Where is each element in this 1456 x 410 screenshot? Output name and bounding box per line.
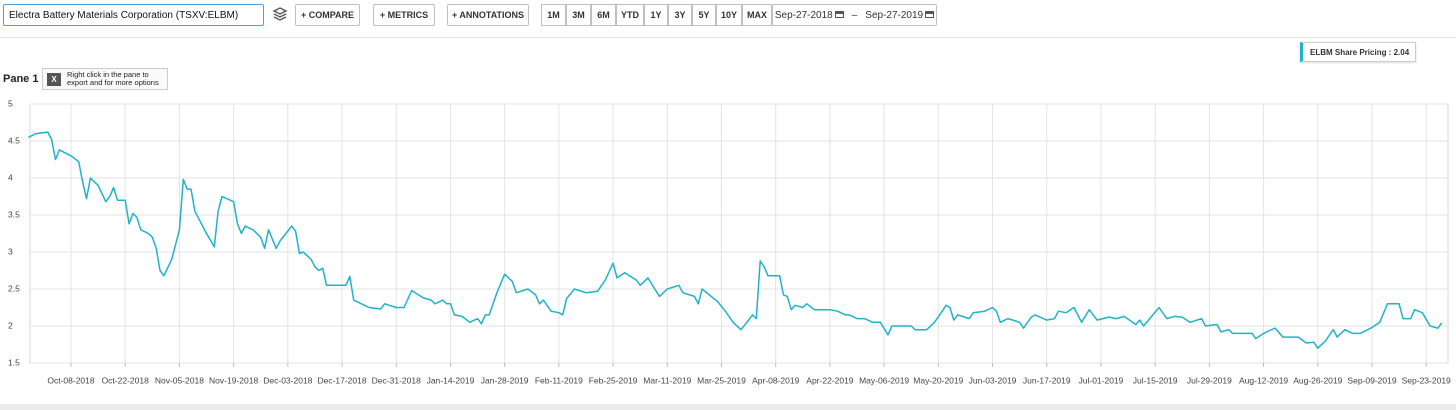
annotations-button[interactable]: + ANNOTATIONS [447, 4, 529, 26]
legend[interactable]: ELBM Share Pricing : 2.04 [1300, 42, 1416, 62]
date-range[interactable]: Sep-27-2018 – Sep-27-2019 [772, 4, 937, 26]
x-tick-label: Dec-17-2018 [317, 375, 366, 385]
range-button[interactable]: YTD [616, 4, 644, 26]
y-tick-label: 4 [8, 172, 13, 182]
x-tick-label: Sep-09-2019 [1347, 375, 1396, 385]
export-hint[interactable]: X Right click in the pane to export and … [42, 68, 168, 90]
x-tick-label: Nov-19-2018 [209, 375, 258, 385]
calendar-icon [834, 11, 844, 19]
x-tick-label: May-06-2019 [859, 375, 909, 385]
plot-area [29, 103, 1449, 364]
x-tick-label: Mar-25-2019 [697, 375, 746, 385]
x-tick-label: Jun-03-2019 [969, 375, 1017, 385]
x-tick-label: Oct-22-2018 [102, 375, 150, 385]
y-tick-label: 3 [8, 246, 13, 256]
scrollbar [0, 404, 1456, 410]
x-tick-label: Apr-08-2019 [752, 375, 800, 385]
x-tick-label: Nov-05-2018 [155, 375, 204, 385]
x-tick-label: Jul-15-2019 [1133, 375, 1178, 385]
separator [0, 37, 1456, 38]
date-to[interactable]: Sep-27-2019 [865, 9, 935, 21]
x-tick-label: Aug-12-2019 [1239, 375, 1288, 385]
range-button[interactable]: 3Y [668, 4, 692, 26]
x-tick-label: Aug-26-2019 [1293, 375, 1342, 385]
date-from-text: Sep-27-2018 [774, 9, 833, 21]
price-line [28, 131, 1443, 349]
metrics-button[interactable]: + METRICS [373, 4, 435, 26]
x-tick-label: Mar-11-2019 [643, 375, 691, 385]
x-tick-label: Apr-22-2019 [806, 375, 854, 385]
range-button[interactable]: 1Y [644, 4, 668, 26]
x-tick-label: Jul-29-2019 [1187, 375, 1232, 385]
date-separator: – [851, 9, 858, 21]
x-tick-label: Oct-08-2018 [47, 375, 95, 385]
y-tick-label: 4.5 [8, 135, 20, 145]
search-box[interactable]: Electra Battery Materials Corporation (T… [3, 4, 264, 26]
y-tick-label: 5 [8, 98, 13, 108]
range-button[interactable]: 10Y [716, 4, 742, 26]
layers-icon[interactable] [272, 6, 288, 24]
x-tick-label: Feb-11-2019 [535, 375, 583, 385]
range-button[interactable]: 1M [541, 4, 566, 26]
x-tick-label: Dec-03-2018 [263, 375, 312, 385]
x-tick-label: Jul-01-2019 [1079, 375, 1124, 385]
compare-button[interactable]: + COMPARE [295, 4, 360, 26]
date-to-text: Sep-27-2019 [865, 9, 924, 21]
x-tick-label: Jan-28-2019 [481, 375, 529, 385]
calendar-icon [925, 11, 935, 19]
pane-title: Pane 1 [3, 73, 39, 85]
range-button[interactable]: MAX [742, 4, 772, 26]
hint-text: Right click in the pane to export and fo… [67, 70, 159, 87]
x-tick-label: Dec-31-2018 [372, 375, 421, 385]
x-tick-label: Jan-14-2019 [427, 375, 475, 385]
range-button[interactable]: 5Y [692, 4, 716, 26]
y-tick-label: 3.5 [8, 209, 20, 219]
y-tick-label: 1.5 [8, 357, 20, 367]
excel-icon: X [47, 73, 61, 86]
x-tick-label: Jun-17-2019 [1023, 375, 1071, 385]
x-tick-label: May-20-2019 [913, 375, 963, 385]
range-button[interactable]: 6M [591, 4, 616, 26]
range-button[interactable]: 3M [566, 4, 591, 26]
date-from[interactable]: Sep-27-2018 [775, 10, 844, 21]
x-tick-label: Sep-23-2019 [1402, 375, 1451, 385]
x-tick-label: Feb-25-2019 [589, 375, 638, 385]
y-tick-label: 2.5 [8, 283, 20, 293]
y-tick-label: 2 [8, 320, 13, 330]
